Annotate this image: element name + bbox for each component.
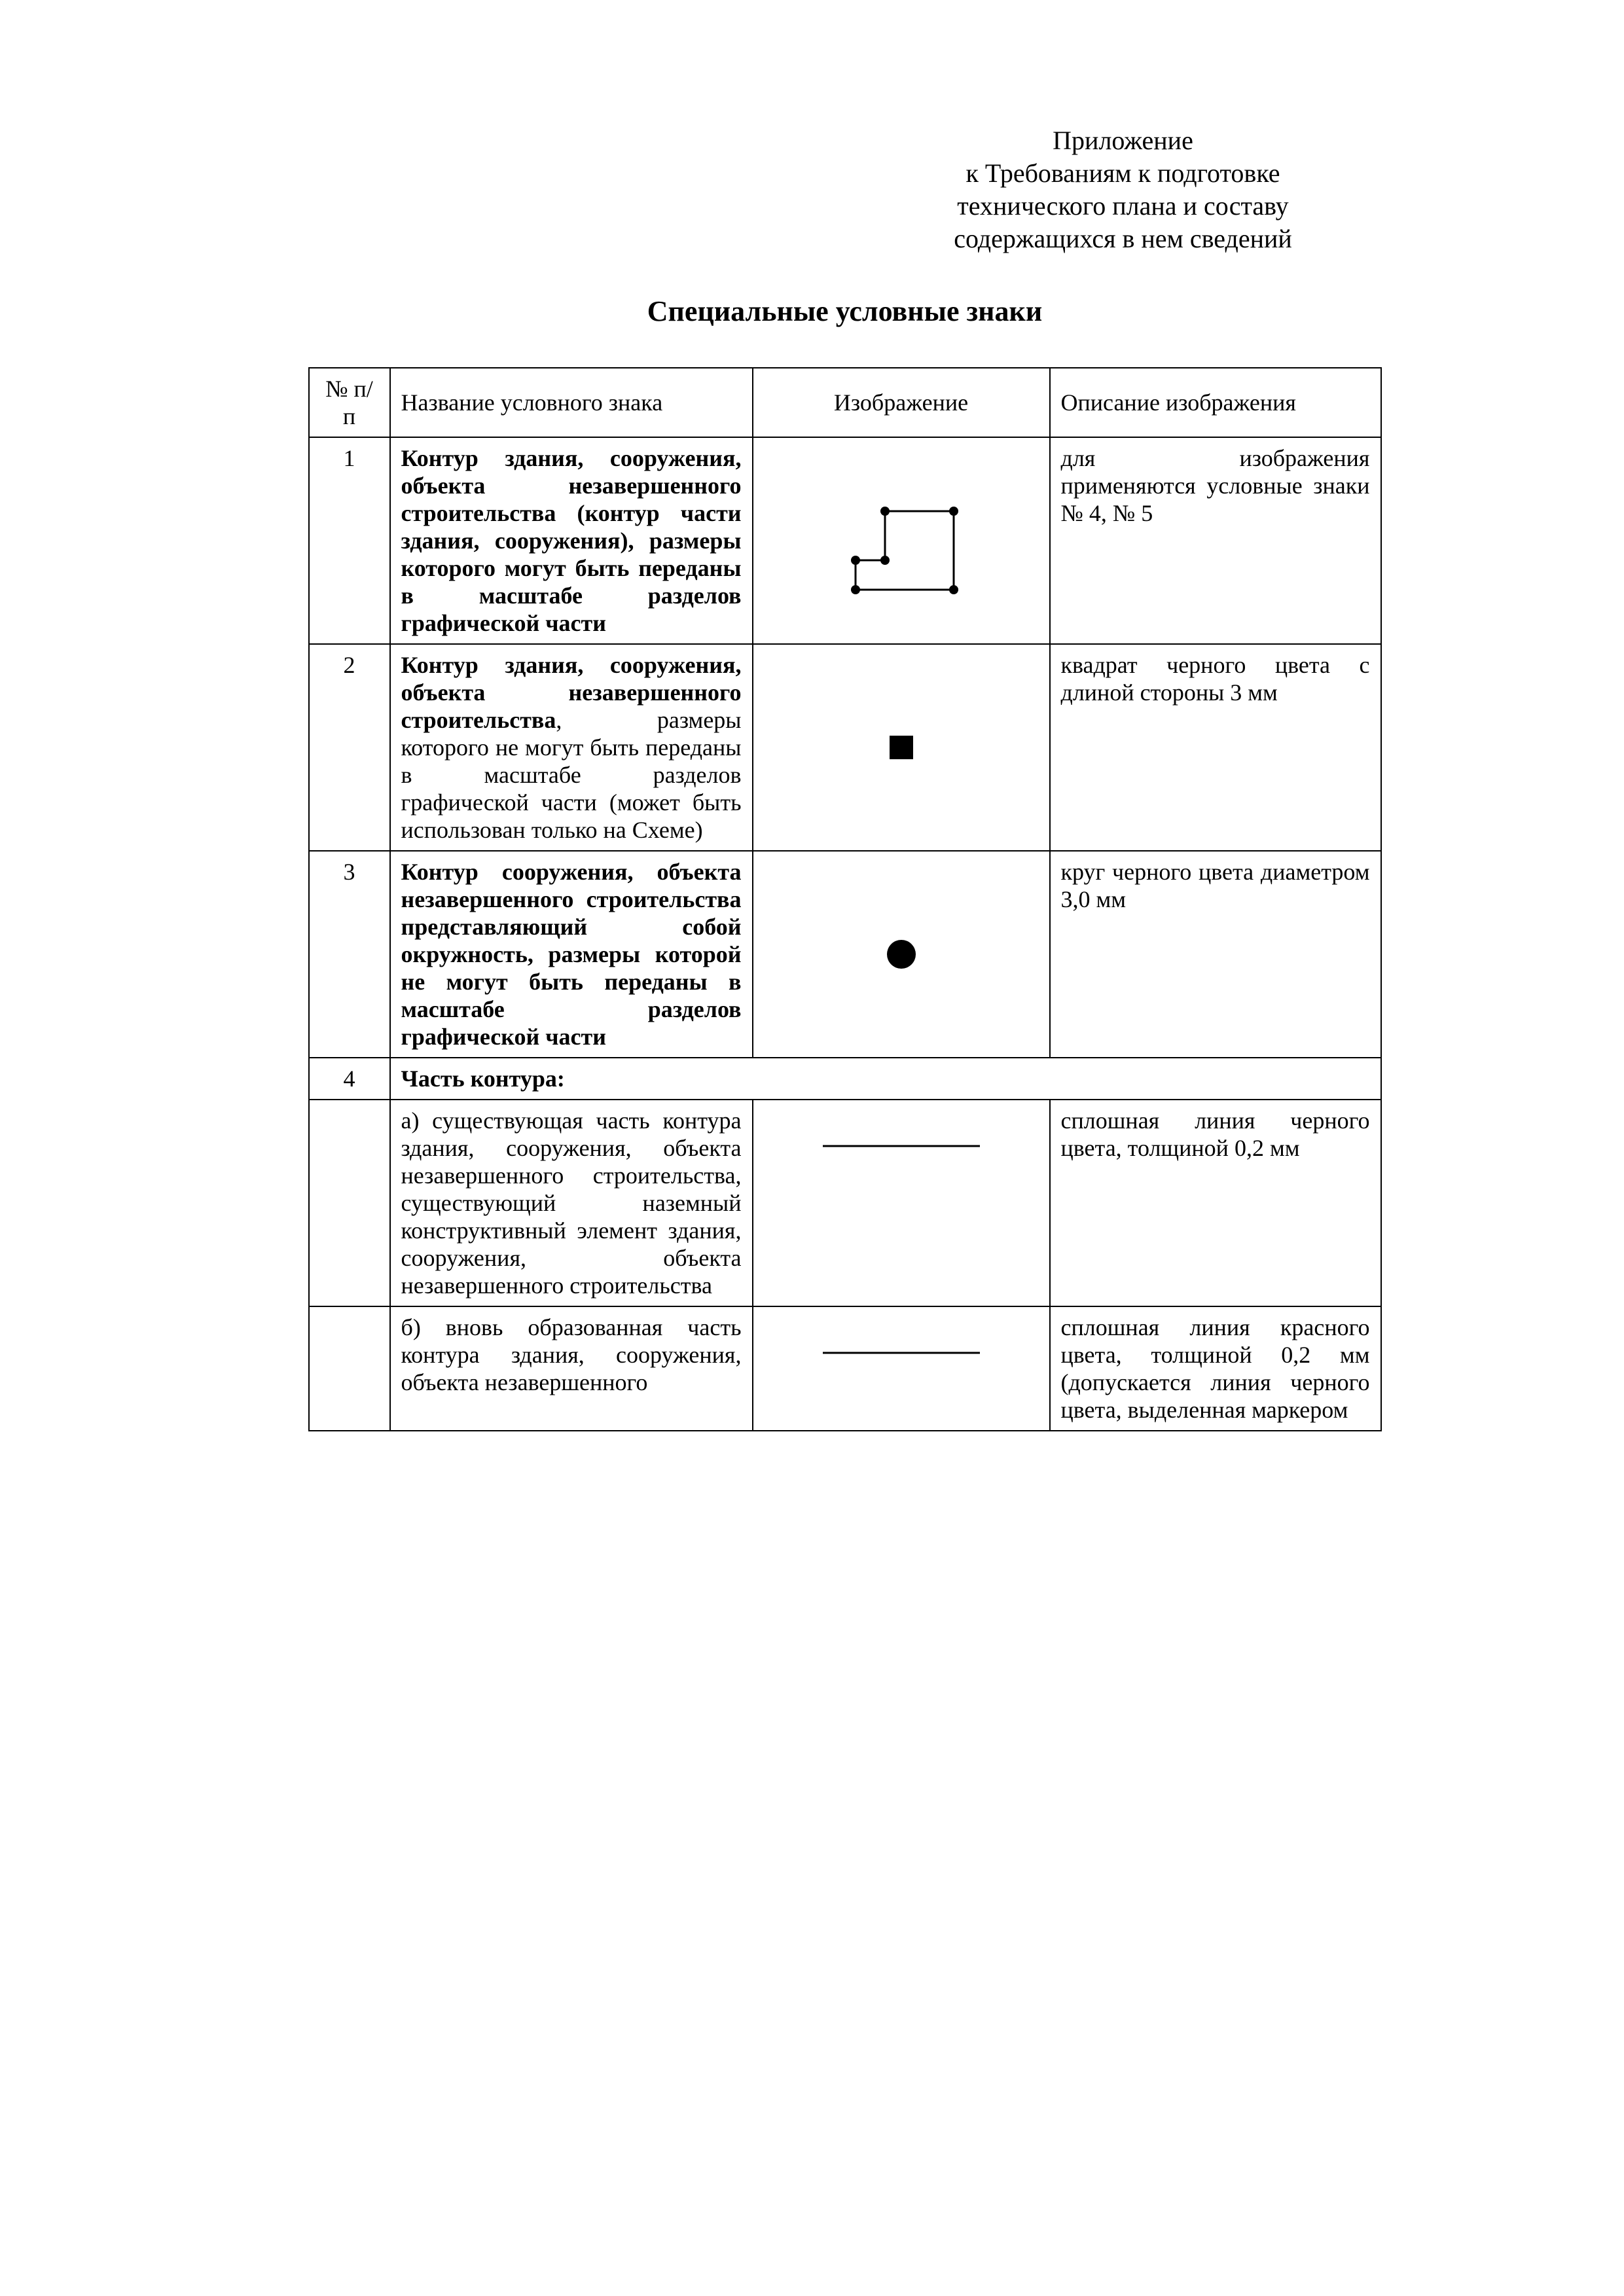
- table-row: 4 Часть контура:: [309, 1058, 1381, 1100]
- cell-desc: квадрат черного цвета с длиной стороны 3…: [1050, 644, 1381, 851]
- cell-image: [753, 1306, 1050, 1431]
- document-header: Приложение к Требованиям к подготовке те…: [865, 124, 1382, 255]
- table-header-row: № п/п Название условного знака Изображен…: [309, 368, 1381, 437]
- symbols-table: № п/п Название условного знака Изображен…: [308, 367, 1382, 1431]
- cell-name: Контур здания, сооружения, объекта незав…: [390, 437, 753, 644]
- column-header-num: № п/п: [309, 368, 390, 437]
- cell-desc: сплошная линия красного цвета, толщиной …: [1050, 1306, 1381, 1431]
- document-title: Специальные условные знаки: [308, 295, 1382, 328]
- cell-image: [753, 644, 1050, 851]
- cell-image: [753, 437, 1050, 644]
- column-header-desc: Описание изображения: [1050, 368, 1381, 437]
- column-header-name: Название условного знака: [390, 368, 753, 437]
- circle-icon: [869, 922, 934, 987]
- column-header-img: Изображение: [753, 368, 1050, 437]
- table-row: 3 Контур сооружения, объекта незавершенн…: [309, 851, 1381, 1058]
- cell-desc: круг черного цвета диаметром 3,0 мм: [1050, 851, 1381, 1058]
- header-line: к Требованиям к подготовке: [865, 157, 1382, 190]
- cell-name: б) вновь образованная часть контура здан…: [390, 1306, 753, 1431]
- cell-num: 4: [309, 1058, 390, 1100]
- cell-section-header: Часть контура:: [390, 1058, 1381, 1100]
- table-row: 1 Контур здания, сооружения, объекта нез…: [309, 437, 1381, 644]
- table-row: а) существующая часть контура здания, со…: [309, 1100, 1381, 1306]
- cell-name: Контур здания, сооружения, объекта незав…: [390, 644, 753, 851]
- document-page: Приложение к Требованиям к подготовке те…: [125, 0, 1500, 1510]
- cell-desc: для изображения применяются условные зна…: [1050, 437, 1381, 644]
- red-line-icon: [810, 1346, 993, 1359]
- table-row: б) вновь образованная часть контура здан…: [309, 1306, 1381, 1431]
- cell-num: 3: [309, 851, 390, 1058]
- cell-num: [309, 1306, 390, 1431]
- cell-name: Контур сооружения, объекта незавершенног…: [390, 851, 753, 1058]
- cell-num: [309, 1100, 390, 1306]
- black-line-icon: [810, 1139, 993, 1153]
- cell-name: а) существующая часть контура здания, со…: [390, 1100, 753, 1306]
- table-row: 2 Контур здания, сооружения, объекта нез…: [309, 644, 1381, 851]
- header-line: технического плана и составу: [865, 190, 1382, 223]
- cell-num: 2: [309, 644, 390, 851]
- square-icon: [869, 715, 934, 780]
- outline-icon: [823, 475, 980, 606]
- header-line: содержащихся в нем сведений: [865, 223, 1382, 255]
- header-line: Приложение: [865, 124, 1382, 157]
- cell-image: [753, 1100, 1050, 1306]
- cell-image: [753, 851, 1050, 1058]
- cell-num: 1: [309, 437, 390, 644]
- cell-desc: сплошная линия черного цвета, толщиной 0…: [1050, 1100, 1381, 1306]
